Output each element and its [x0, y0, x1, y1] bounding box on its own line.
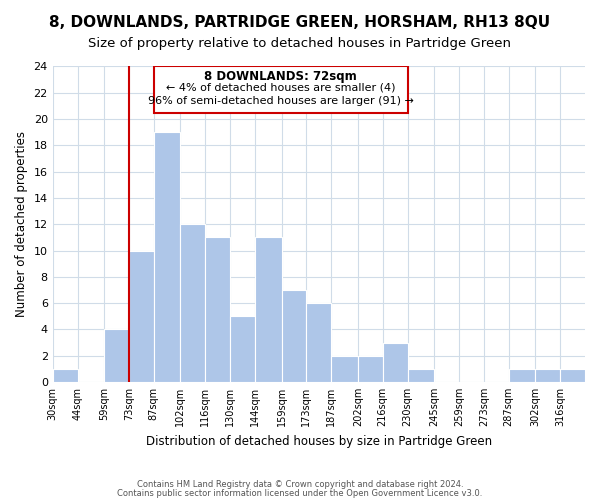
Text: Contains HM Land Registry data © Crown copyright and database right 2024.: Contains HM Land Registry data © Crown c… [137, 480, 463, 489]
Bar [53, 369, 77, 382]
Text: Size of property relative to detached houses in Partridge Green: Size of property relative to detached ho… [89, 38, 511, 51]
Bar [255, 238, 281, 382]
Bar [383, 342, 407, 382]
Bar [205, 238, 230, 382]
Text: 96% of semi-detached houses are larger (91) →: 96% of semi-detached houses are larger (… [148, 96, 413, 106]
Bar [560, 369, 585, 382]
Y-axis label: Number of detached properties: Number of detached properties [15, 131, 28, 317]
Text: Contains public sector information licensed under the Open Government Licence v3: Contains public sector information licen… [118, 490, 482, 498]
X-axis label: Distribution of detached houses by size in Partridge Green: Distribution of detached houses by size … [146, 434, 492, 448]
Bar [129, 250, 154, 382]
Bar [358, 356, 383, 382]
Bar [407, 369, 434, 382]
Bar [230, 316, 255, 382]
Bar [535, 369, 560, 382]
Bar [154, 132, 181, 382]
Text: 8, DOWNLANDS, PARTRIDGE GREEN, HORSHAM, RH13 8QU: 8, DOWNLANDS, PARTRIDGE GREEN, HORSHAM, … [49, 15, 551, 30]
Bar [509, 369, 535, 382]
Bar [281, 290, 307, 382]
Text: ← 4% of detached houses are smaller (4): ← 4% of detached houses are smaller (4) [166, 83, 395, 93]
FancyBboxPatch shape [154, 66, 407, 112]
Bar [181, 224, 205, 382]
Bar [331, 356, 358, 382]
Bar [104, 330, 129, 382]
Bar [307, 303, 331, 382]
Text: 8 DOWNLANDS: 72sqm: 8 DOWNLANDS: 72sqm [205, 70, 357, 83]
